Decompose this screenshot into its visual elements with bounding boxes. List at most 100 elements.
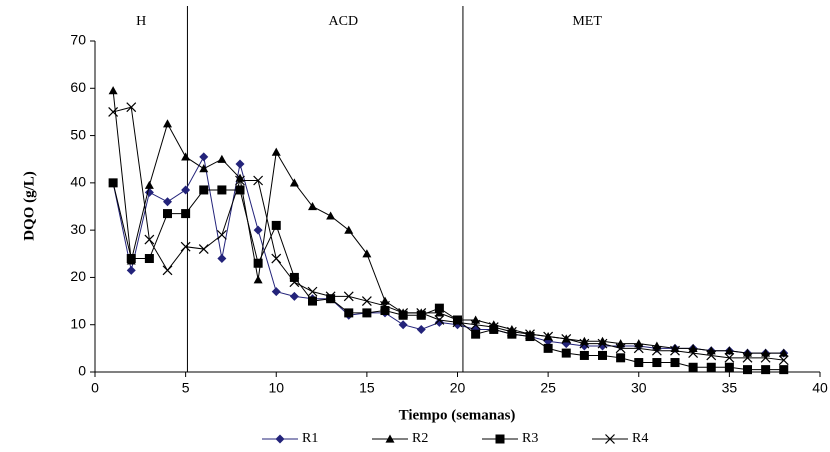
marker bbox=[325, 291, 336, 302]
marker bbox=[724, 362, 734, 372]
marker bbox=[144, 254, 154, 264]
marker bbox=[488, 322, 499, 333]
marker bbox=[235, 173, 245, 182]
marker bbox=[760, 352, 771, 363]
marker bbox=[162, 265, 173, 276]
marker bbox=[307, 286, 318, 297]
marker bbox=[616, 339, 626, 348]
marker bbox=[398, 320, 408, 330]
marker bbox=[217, 185, 227, 195]
marker bbox=[543, 331, 554, 342]
marker bbox=[199, 152, 209, 162]
marker bbox=[289, 178, 299, 187]
marker bbox=[579, 338, 590, 349]
series-line bbox=[112, 106, 784, 361]
y-axis-title: DQO (g/L) bbox=[21, 171, 37, 241]
marker bbox=[495, 434, 505, 444]
marker bbox=[506, 326, 517, 337]
marker bbox=[289, 277, 300, 288]
marker bbox=[163, 197, 172, 207]
marker bbox=[525, 332, 535, 342]
marker bbox=[724, 352, 735, 363]
y-tick-label: 50 bbox=[70, 126, 86, 142]
marker bbox=[470, 319, 481, 330]
marker bbox=[761, 365, 771, 375]
marker bbox=[688, 348, 699, 359]
marker bbox=[344, 308, 354, 318]
marker bbox=[688, 362, 698, 372]
marker bbox=[561, 348, 571, 358]
marker bbox=[434, 303, 444, 313]
marker bbox=[289, 272, 299, 282]
x-tick-label: 40 bbox=[812, 380, 828, 396]
legend-label: R2 bbox=[412, 431, 428, 446]
x-tick-label: 15 bbox=[359, 380, 375, 396]
x-tick-label: 25 bbox=[540, 380, 556, 396]
x-tick-label: 10 bbox=[268, 380, 284, 396]
marker bbox=[126, 265, 136, 275]
marker bbox=[380, 296, 390, 305]
marker bbox=[253, 275, 263, 284]
marker bbox=[543, 343, 553, 353]
marker bbox=[416, 324, 426, 334]
marker bbox=[453, 315, 462, 325]
marker bbox=[108, 107, 119, 117]
marker bbox=[778, 355, 789, 366]
marker bbox=[743, 365, 752, 375]
marker bbox=[670, 358, 680, 368]
legend-label: R1 bbox=[302, 431, 318, 446]
marker bbox=[598, 336, 607, 345]
marker bbox=[597, 338, 608, 349]
marker bbox=[144, 180, 154, 189]
marker bbox=[706, 346, 716, 355]
marker bbox=[743, 348, 752, 357]
marker bbox=[235, 159, 245, 169]
marker bbox=[452, 317, 463, 328]
marker bbox=[670, 345, 680, 356]
phase-label: MET bbox=[572, 14, 602, 29]
marker bbox=[181, 152, 191, 161]
marker bbox=[615, 343, 626, 354]
marker bbox=[199, 185, 209, 195]
marker bbox=[761, 348, 771, 357]
marker bbox=[633, 343, 644, 354]
marker bbox=[253, 175, 264, 186]
y-tick-label: 40 bbox=[70, 174, 86, 190]
marker bbox=[271, 147, 281, 156]
marker bbox=[308, 296, 317, 306]
marker bbox=[271, 287, 281, 297]
marker bbox=[416, 307, 427, 318]
marker bbox=[651, 345, 662, 356]
x-tick-label: 0 bbox=[91, 380, 99, 396]
marker bbox=[380, 306, 390, 316]
marker bbox=[344, 225, 354, 234]
marker bbox=[362, 249, 372, 258]
marker bbox=[670, 343, 680, 352]
marker bbox=[398, 310, 408, 320]
marker bbox=[779, 365, 789, 375]
y-tick-label: 60 bbox=[70, 79, 86, 95]
y-tick-label: 0 bbox=[78, 363, 86, 379]
marker bbox=[289, 291, 299, 301]
marker bbox=[634, 339, 644, 348]
marker bbox=[362, 308, 372, 318]
marker bbox=[471, 315, 481, 324]
marker bbox=[489, 324, 499, 334]
marker bbox=[217, 254, 227, 264]
y-tick-label: 70 bbox=[70, 32, 86, 48]
marker bbox=[634, 358, 644, 368]
marker bbox=[652, 341, 662, 350]
marker bbox=[605, 434, 615, 444]
marker bbox=[779, 348, 789, 357]
marker bbox=[275, 434, 285, 444]
marker bbox=[271, 220, 281, 230]
marker bbox=[235, 185, 245, 195]
marker bbox=[108, 86, 118, 95]
marker bbox=[180, 241, 191, 252]
series-line bbox=[112, 155, 784, 354]
marker bbox=[561, 333, 572, 344]
marker bbox=[598, 350, 607, 360]
marker bbox=[652, 358, 662, 368]
marker bbox=[144, 234, 155, 245]
